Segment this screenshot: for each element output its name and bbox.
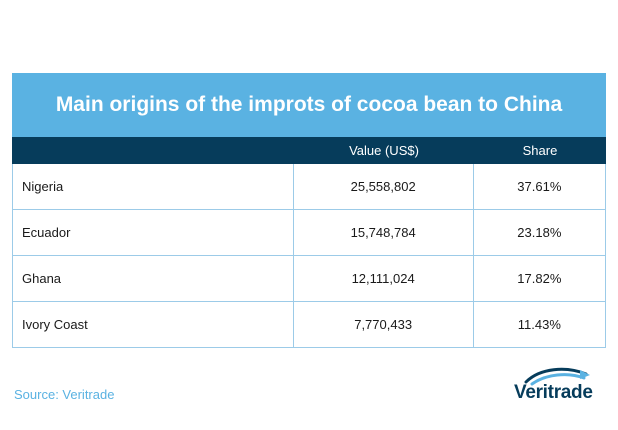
cell-value: 25,558,802 [294, 164, 474, 209]
cell-value: 7,770,433 [294, 302, 474, 347]
table-row: Ivory Coast 7,770,433 11.43% [13, 301, 605, 347]
cell-value: 15,748,784 [294, 210, 474, 255]
cell-share: 17.82% [517, 271, 562, 286]
cell-origin: Ivory Coast [13, 302, 294, 347]
table-row: Ecuador 15,748,784 23.18% [13, 209, 605, 255]
data-table: Main origins of the improts of cocoa bea… [12, 73, 606, 348]
header-value: Value (US$) [349, 143, 419, 158]
cell-origin: Nigeria [13, 164, 294, 209]
cell-share: 11.43% [517, 317, 561, 332]
table-body: Nigeria 25,558,802 37.61% Ecuador 15,748… [12, 164, 606, 348]
table-row: Nigeria 25,558,802 37.61% [13, 164, 605, 209]
cell-share: 37.61% [517, 179, 562, 194]
table-row: Ghana 12,111,024 17.82% [13, 255, 605, 301]
header-origin [12, 137, 294, 164]
veritrade-logo: Veritrade [514, 366, 610, 406]
cell-origin: Ecuador [13, 210, 294, 255]
table-title: Main origins of the improts of cocoa bea… [12, 73, 606, 137]
cell-share: 23.18% [517, 225, 562, 240]
logo-text: Veritrade [514, 382, 593, 403]
veritrade-logo-icon [524, 367, 590, 386]
source-note: Source: Veritrade [14, 387, 115, 402]
table-header: Value (US$) Share [12, 137, 606, 164]
cell-value: 12,111,024 [294, 256, 474, 301]
header-share: Share [522, 143, 558, 158]
cell-origin: Ghana [13, 256, 294, 301]
